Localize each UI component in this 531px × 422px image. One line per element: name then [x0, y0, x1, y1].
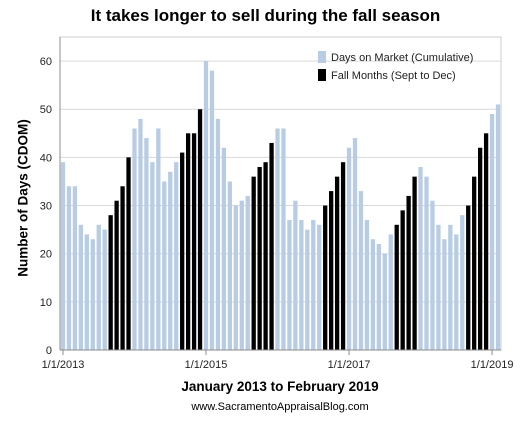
bar-days-on-market	[72, 186, 78, 350]
bar-days-on-market	[215, 118, 221, 350]
bar-days-on-market	[382, 253, 387, 350]
bar-days-on-market	[311, 219, 316, 350]
bar-days-on-market	[436, 224, 441, 350]
bar-days-on-market	[233, 205, 238, 350]
bar-days-on-market	[275, 128, 280, 350]
bar-days-on-market	[364, 219, 370, 350]
bar-fall-month	[394, 224, 399, 350]
bar-fall-month	[185, 133, 191, 350]
bar-days-on-market	[448, 224, 453, 350]
bar-days-on-market	[293, 200, 298, 350]
bar-days-on-market	[424, 176, 429, 350]
bar-days-on-market	[138, 118, 143, 350]
bar-fall-month	[406, 195, 411, 350]
bar-days-on-market	[305, 229, 310, 350]
bar-fall-month	[334, 176, 340, 350]
legend-label-fall: Fall Months (Sept to Dec)	[331, 70, 456, 82]
legend-label-dom: Days on Market (Cumulative)	[331, 52, 473, 64]
bar-fall-month	[251, 176, 256, 350]
bar-fall-month	[323, 205, 328, 350]
bar-days-on-market	[162, 181, 167, 350]
bar-fall-month	[412, 176, 417, 350]
legend: Days on Market (Cumulative) Fall Months …	[318, 51, 473, 82]
bar-days-on-market	[66, 186, 72, 350]
bar-days-on-market	[358, 191, 364, 350]
bar-days-on-market	[239, 200, 244, 350]
bar-fall-month	[197, 109, 203, 350]
bar-days-on-market	[102, 229, 107, 350]
bar-days-on-market	[454, 234, 459, 350]
bar-fall-month	[114, 200, 119, 350]
y-tick-label: 10	[40, 297, 52, 309]
bar-days-on-market	[96, 224, 101, 350]
bar-days-on-market	[418, 167, 423, 350]
y-tick-label: 0	[46, 345, 52, 357]
y-tick-label: 30	[40, 201, 52, 213]
axes: 0 10 20 30 40 50 60 1/1/2013 1/1/2015 1/1/2017 1/1…	[40, 37, 514, 371]
bar-series	[60, 61, 501, 351]
bar-days-on-market	[144, 138, 149, 350]
bar-days-on-market	[78, 224, 84, 350]
chart-title: It takes longer to sell during the fall …	[90, 6, 441, 25]
bar-fall-month	[340, 162, 346, 350]
bar-fall-month	[466, 205, 471, 350]
bar-days-on-market	[209, 70, 215, 350]
bar-days-on-market	[174, 162, 179, 350]
bar-fall-month	[257, 167, 262, 350]
bar-fall-month	[329, 191, 334, 350]
bar-days-on-market	[346, 147, 352, 350]
x-axis-title: January 2013 to February 2019	[181, 379, 379, 394]
bar-days-on-market	[203, 61, 209, 350]
bar-days-on-market	[168, 171, 173, 350]
x-tick-label: 1/1/2019	[471, 359, 514, 371]
watermark: www.SacramentoAppraisalBlog.com	[191, 401, 369, 413]
bar-fall-month	[269, 142, 274, 350]
bar-days-on-market	[299, 219, 304, 350]
y-tick-label: 40	[40, 152, 52, 164]
bar-days-on-market	[352, 138, 358, 350]
bar-days-on-market	[60, 162, 66, 350]
bar-fall-month	[477, 147, 483, 350]
bar-fall-month	[126, 157, 131, 350]
bar-days-on-market	[245, 195, 250, 350]
bar-days-on-market	[370, 239, 376, 350]
bar-days-on-market	[376, 244, 381, 350]
x-tick-label: 1/1/2015	[185, 359, 228, 371]
bar-fall-month	[483, 133, 489, 350]
bar-days-on-market	[84, 234, 89, 350]
bar-fall-month	[191, 133, 197, 350]
legend-swatch-fall	[318, 69, 326, 81]
bar-days-on-market	[227, 181, 232, 350]
bar-days-on-market	[495, 104, 501, 351]
x-tick-label: 1/1/2017	[328, 359, 371, 371]
bar-days-on-market	[287, 219, 292, 350]
bar-fall-month	[263, 162, 268, 350]
y-tick-label: 50	[40, 104, 52, 116]
bar-days-on-market	[221, 147, 227, 350]
bar-fall-month	[120, 186, 125, 350]
plot-area	[59, 36, 502, 351]
bar-days-on-market	[281, 128, 286, 350]
bar-fall-month	[180, 152, 185, 350]
x-tick-label: 1/1/2013	[42, 359, 85, 371]
bar-days-on-market	[150, 162, 155, 350]
bar-fall-month	[400, 210, 405, 350]
bar-days-on-market	[442, 239, 447, 350]
y-tick-label: 60	[40, 56, 52, 68]
bar-days-on-market	[317, 224, 322, 350]
bar-days-on-market	[460, 215, 465, 350]
bar-fall-month	[472, 176, 477, 350]
bar-days-on-market	[489, 114, 495, 351]
bar-days-on-market	[388, 234, 393, 350]
bar-days-on-market	[156, 128, 161, 350]
y-tick-label: 20	[40, 249, 52, 261]
legend-swatch-dom	[318, 51, 326, 63]
bar-days-on-market	[90, 239, 95, 350]
bar-days-on-market	[132, 128, 137, 350]
bar-fall-month	[108, 215, 113, 350]
bar-days-on-market	[430, 200, 435, 350]
